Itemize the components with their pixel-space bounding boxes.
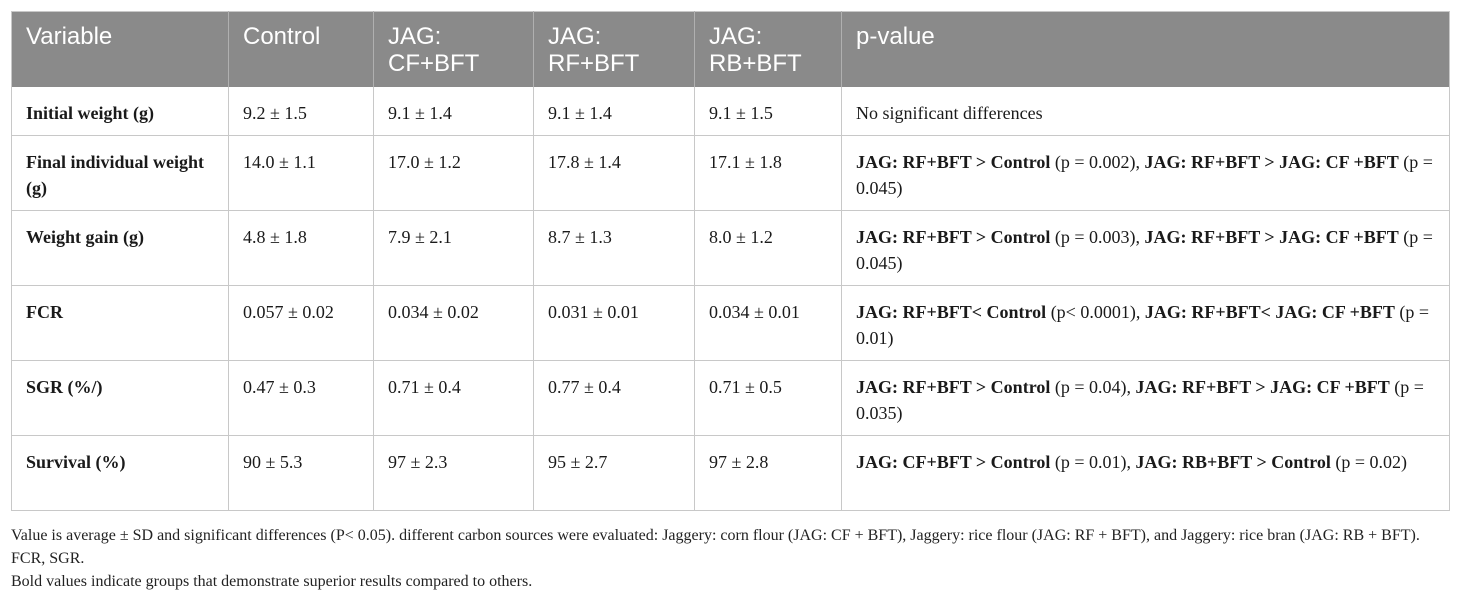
table-row: Initial weight (g) 9.2 ± 1.5 9.1 ± 1.4 9… <box>11 87 1450 136</box>
p-bold-2: JAG: RF+BFT > JAG: CF +BFT <box>1135 377 1390 397</box>
cell-control: 9.2 ± 1.5 <box>228 87 374 136</box>
cell-jag-rf-bft: 17.8 ± 1.4 <box>533 135 695 211</box>
table-row: Weight gain (g) 4.8 ± 1.8 7.9 ± 2.1 8.7 … <box>11 210 1450 286</box>
results-table-container: Variable Control JAG: CF+BFT JAG: RF+BFT… <box>11 11 1450 511</box>
cell-p-value: No significant differences <box>841 87 1450 136</box>
p-bold-2: JAG: RF+BFT > JAG: CF +BFT <box>1144 152 1399 172</box>
p-bold-2: JAG: RB+BFT > Control <box>1135 452 1331 472</box>
table-row: SGR (%/) 0.47 ± 0.3 0.71 ± 0.4 0.77 ± 0.… <box>11 360 1450 436</box>
header-variable: Variable <box>11 11 229 87</box>
table-row: Final individual weight (g) 14.0 ± 1.1 1… <box>11 135 1450 211</box>
table-row: FCR 0.057 ± 0.02 0.034 ± 0.02 0.031 ± 0.… <box>11 285 1450 361</box>
cell-jag-rb-bft: 8.0 ± 1.2 <box>694 210 842 286</box>
cell-variable: Final individual weight (g) <box>11 135 229 211</box>
header-jag-rb-bft: JAG: RB+BFT <box>694 11 842 87</box>
cell-jag-rf-bft: 9.1 ± 1.4 <box>533 87 695 136</box>
cell-jag-rb-bft: 97 ± 2.8 <box>694 435 842 511</box>
p-text-1: (p = 0.003), <box>1050 227 1145 247</box>
cell-variable: FCR <box>11 285 229 361</box>
cell-control: 4.8 ± 1.8 <box>228 210 374 286</box>
cell-jag-rb-bft: 9.1 ± 1.5 <box>694 87 842 136</box>
p-text-2: (p = 0.045) <box>856 152 1433 198</box>
p-bold-1: JAG: RF+BFT< Control <box>856 302 1047 322</box>
table-header-row: Variable Control JAG: CF+BFT JAG: RF+BFT… <box>11 11 1450 87</box>
cell-p-value: JAG: RF+BFT > Control (p = 0.003), JAG: … <box>841 210 1450 286</box>
table-row: Survival (%) 90 ± 5.3 97 ± 2.3 95 ± 2.7 … <box>11 435 1450 511</box>
p-text-2: (p = 0.045) <box>856 227 1433 273</box>
cell-jag-cf-bft: 9.1 ± 1.4 <box>373 87 534 136</box>
p-text-1: (p = 0.01), <box>1050 452 1136 472</box>
header-jag-rf-bft: JAG: RF+BFT <box>533 11 695 87</box>
p-text-2: (p = 0.035) <box>856 377 1424 423</box>
p-text-2: (p = 0.02) <box>1330 452 1408 472</box>
cell-p-value: JAG: RF+BFT > Control (p = 0.002), JAG: … <box>841 135 1450 211</box>
p-bold-1: JAG: CF+BFT > Control <box>856 452 1051 472</box>
cell-jag-rf-bft: 0.77 ± 0.4 <box>533 360 695 436</box>
header-jag-cf-bft: JAG: CF+BFT <box>373 11 534 87</box>
p-bold-2: JAG: RF+BFT > JAG: CF +BFT <box>1144 227 1399 247</box>
cell-control: 14.0 ± 1.1 <box>228 135 374 211</box>
p-text-1: (p = 0.04), <box>1050 377 1136 397</box>
cell-p-value: JAG: RF+BFT< Control (p< 0.0001), JAG: R… <box>841 285 1450 361</box>
cell-jag-cf-bft: 0.034 ± 0.02 <box>373 285 534 361</box>
footnote-values: Value is average ± SD and significant di… <box>11 527 1420 567</box>
cell-variable: SGR (%/) <box>11 360 229 436</box>
p-bold-2: JAG: RF+BFT< JAG: CF +BFT <box>1144 302 1395 322</box>
cell-jag-rf-bft: 8.7 ± 1.3 <box>533 210 695 286</box>
cell-p-value: JAG: CF+BFT > Control (p = 0.01), JAG: R… <box>841 435 1450 511</box>
cell-control: 0.47 ± 0.3 <box>228 360 374 436</box>
cell-jag-rf-bft: 95 ± 2.7 <box>533 435 695 511</box>
cell-jag-rb-bft: 17.1 ± 1.8 <box>694 135 842 211</box>
cell-variable: Survival (%) <box>11 435 229 511</box>
cell-variable: Initial weight (g) <box>11 87 229 136</box>
header-p-value: p-value <box>841 11 1450 87</box>
p-bold-1: JAG: RF+BFT > Control <box>856 227 1051 247</box>
p-bold-1: JAG: RF+BFT > Control <box>856 152 1051 172</box>
cell-jag-rb-bft: 0.71 ± 0.5 <box>694 360 842 436</box>
cell-jag-cf-bft: 7.9 ± 2.1 <box>373 210 534 286</box>
table-footnotes: Value is average ± SD and significant di… <box>11 524 1451 593</box>
cell-jag-cf-bft: 17.0 ± 1.2 <box>373 135 534 211</box>
results-table: Variable Control JAG: CF+BFT JAG: RF+BFT… <box>11 11 1450 511</box>
cell-jag-cf-bft: 97 ± 2.3 <box>373 435 534 511</box>
p-bold-1: JAG: RF+BFT > Control <box>856 377 1051 397</box>
p-text-2: (p = 0.01) <box>856 302 1430 348</box>
footnote-bold: Bold values indicate groups that demonst… <box>11 573 533 590</box>
p-text-1: (p< 0.0001), <box>1046 302 1145 322</box>
cell-jag-rb-bft: 0.034 ± 0.01 <box>694 285 842 361</box>
cell-jag-cf-bft: 0.71 ± 0.4 <box>373 360 534 436</box>
p-text-1: (p = 0.002), <box>1050 152 1145 172</box>
cell-control: 90 ± 5.3 <box>228 435 374 511</box>
cell-jag-rf-bft: 0.031 ± 0.01 <box>533 285 695 361</box>
cell-p-value: JAG: RF+BFT > Control (p = 0.04), JAG: R… <box>841 360 1450 436</box>
cell-variable: Weight gain (g) <box>11 210 229 286</box>
cell-control: 0.057 ± 0.02 <box>228 285 374 361</box>
header-control: Control <box>228 11 374 87</box>
